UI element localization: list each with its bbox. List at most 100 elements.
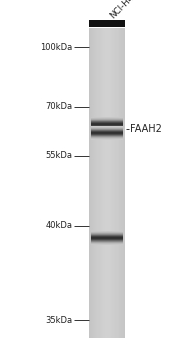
Bar: [89, 150, 125, 151]
Bar: [89, 332, 125, 334]
Bar: [89, 334, 125, 335]
Bar: [89, 307, 125, 308]
Bar: [89, 147, 125, 148]
Bar: [89, 123, 125, 124]
Bar: [89, 132, 125, 133]
Bar: [89, 108, 125, 110]
Bar: [89, 194, 125, 195]
Bar: [89, 210, 125, 211]
Bar: [89, 126, 125, 127]
Bar: [89, 327, 125, 328]
Bar: [89, 38, 125, 39]
Bar: [89, 240, 125, 241]
Bar: [113, 28, 114, 338]
Bar: [89, 68, 125, 69]
Bar: [89, 316, 125, 317]
Bar: [89, 321, 125, 322]
Bar: [89, 314, 125, 315]
Bar: [89, 304, 125, 305]
Bar: [89, 188, 125, 189]
Bar: [89, 89, 125, 90]
Bar: [89, 152, 125, 153]
Bar: [89, 183, 125, 184]
Bar: [98, 28, 99, 338]
Bar: [89, 298, 125, 299]
Bar: [120, 28, 121, 338]
Bar: [89, 277, 125, 278]
Bar: [89, 93, 125, 94]
Bar: [89, 267, 125, 268]
Text: NCI-H460: NCI-H460: [109, 0, 144, 20]
Bar: [89, 233, 125, 235]
Bar: [89, 159, 125, 160]
Bar: [89, 234, 125, 236]
Bar: [89, 78, 125, 79]
Bar: [89, 112, 125, 113]
Bar: [89, 135, 125, 137]
Bar: [89, 258, 125, 259]
Bar: [89, 315, 125, 316]
Bar: [89, 113, 125, 114]
Bar: [89, 91, 125, 92]
Bar: [89, 252, 125, 253]
Bar: [89, 172, 125, 173]
Bar: [89, 238, 125, 239]
Bar: [89, 249, 125, 250]
Bar: [89, 218, 125, 219]
Bar: [89, 60, 125, 61]
Bar: [89, 173, 125, 174]
Bar: [89, 56, 125, 57]
Bar: [95, 28, 96, 338]
Bar: [89, 61, 125, 62]
Bar: [89, 271, 125, 272]
Bar: [89, 146, 125, 147]
Bar: [89, 107, 125, 108]
Bar: [89, 229, 125, 230]
Bar: [89, 59, 125, 60]
Bar: [104, 28, 105, 338]
Bar: [89, 99, 125, 100]
Bar: [89, 77, 125, 78]
Bar: [89, 223, 125, 224]
Bar: [89, 140, 125, 141]
Bar: [103, 28, 104, 338]
Bar: [89, 75, 125, 76]
Bar: [89, 260, 125, 261]
Bar: [89, 29, 125, 30]
Bar: [89, 292, 125, 293]
Bar: [89, 191, 125, 192]
Bar: [89, 279, 125, 280]
Bar: [89, 256, 125, 257]
Bar: [89, 310, 125, 311]
Bar: [92, 28, 93, 338]
Bar: [89, 42, 125, 43]
Bar: [89, 302, 125, 303]
Bar: [119, 28, 120, 338]
Bar: [89, 255, 125, 256]
Bar: [89, 313, 125, 314]
Bar: [89, 141, 125, 142]
Bar: [89, 162, 125, 163]
Bar: [89, 36, 125, 37]
Bar: [89, 122, 125, 123]
Bar: [89, 176, 125, 177]
Bar: [89, 82, 125, 83]
Bar: [89, 230, 125, 231]
Bar: [89, 281, 125, 282]
Bar: [89, 274, 125, 275]
Bar: [89, 128, 125, 129]
Bar: [89, 336, 125, 337]
Bar: [89, 195, 125, 196]
Bar: [89, 103, 125, 104]
Text: 70kDa: 70kDa: [45, 102, 73, 111]
Bar: [89, 136, 125, 138]
Bar: [89, 201, 125, 202]
Bar: [89, 104, 125, 105]
Bar: [96, 28, 97, 338]
Bar: [89, 120, 125, 121]
Bar: [89, 74, 125, 75]
Bar: [89, 192, 125, 193]
Bar: [89, 331, 125, 332]
Bar: [89, 228, 125, 229]
Bar: [89, 96, 125, 97]
